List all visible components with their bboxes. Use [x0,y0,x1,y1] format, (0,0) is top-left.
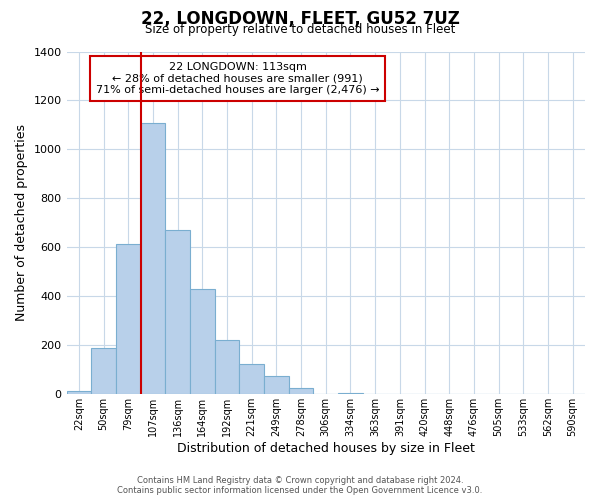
Y-axis label: Number of detached properties: Number of detached properties [15,124,28,322]
Bar [338,393,363,394]
Bar [165,230,190,394]
Bar [116,244,140,394]
Text: Contains HM Land Registry data © Crown copyright and database right 2024.
Contai: Contains HM Land Registry data © Crown c… [118,476,482,495]
X-axis label: Distribution of detached houses by size in Fleet: Distribution of detached houses by size … [177,442,475,455]
Text: 22, LONGDOWN, FLEET, GU52 7UZ: 22, LONGDOWN, FLEET, GU52 7UZ [140,10,460,28]
Bar [91,348,116,395]
Text: Size of property relative to detached houses in Fleet: Size of property relative to detached ho… [145,22,455,36]
Bar [264,376,289,394]
Text: 22 LONGDOWN: 113sqm
← 28% of detached houses are smaller (991)
71% of semi-detac: 22 LONGDOWN: 113sqm ← 28% of detached ho… [96,62,379,95]
Bar [289,388,313,394]
Bar [239,364,264,394]
Bar [140,122,165,394]
Bar [215,340,239,394]
Bar [67,390,91,394]
Bar [190,289,215,395]
